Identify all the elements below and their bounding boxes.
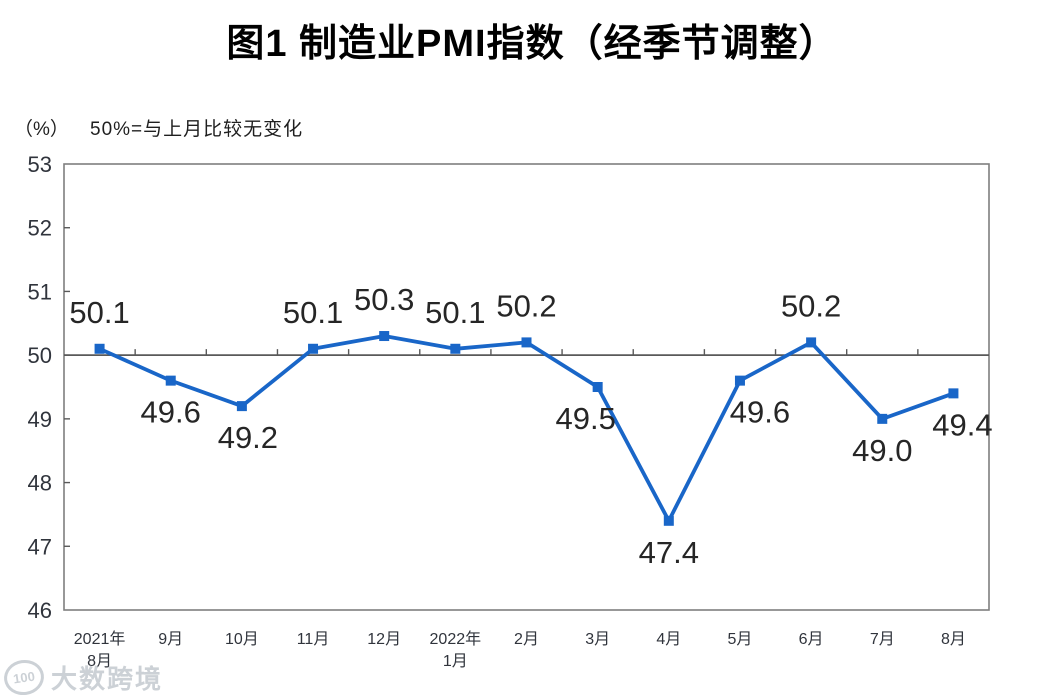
data-point-label: 49.6 xyxy=(730,395,790,430)
x-tick-label: 8月 xyxy=(941,631,966,648)
data-point-marker xyxy=(165,375,176,386)
y-tick-label: 49 xyxy=(28,407,52,432)
data-point-marker xyxy=(663,515,674,526)
data-point-label: 49.0 xyxy=(852,433,912,468)
y-tick-label: 51 xyxy=(28,279,52,304)
data-point-label: 49.2 xyxy=(218,420,278,455)
data-point-label: 50.2 xyxy=(496,288,556,323)
data-point-label: 50.2 xyxy=(781,288,841,323)
y-tick-label: 48 xyxy=(28,471,52,496)
data-point-label: 49.6 xyxy=(141,395,201,430)
watermark: 100 大数跨境 xyxy=(1,657,164,698)
data-point-label: 50.1 xyxy=(283,295,343,330)
x-tick-label: 5月 xyxy=(728,631,753,648)
x-tick-label: 10月 xyxy=(225,631,259,648)
chart-title: 图1 制造业PMI指数（经季节调整） xyxy=(226,23,838,65)
x-tick-label: 9月 xyxy=(158,631,183,648)
y-tick-label: 53 xyxy=(28,152,52,177)
data-point-marker xyxy=(379,331,390,342)
data-point-marker xyxy=(877,413,888,424)
data-point-marker xyxy=(450,343,461,354)
y-tick-label: 50 xyxy=(28,343,52,368)
y-tick-label: 46 xyxy=(28,598,52,623)
watermark-logo-icon: 100 xyxy=(1,657,47,698)
watermark-brand-text: 大数跨境 xyxy=(51,664,164,694)
y-axis-unit-label: （%） xyxy=(14,119,69,140)
data-point-marker xyxy=(521,337,532,348)
data-point-marker xyxy=(734,375,745,386)
plot-border xyxy=(63,163,990,611)
y-tick-label: 47 xyxy=(28,534,52,559)
data-point-marker xyxy=(806,337,817,348)
x-tick-label: 11月 xyxy=(297,631,330,648)
data-point-marker xyxy=(308,343,319,354)
data-point-label: 50.3 xyxy=(354,282,414,317)
x-tick-label: 7月 xyxy=(870,631,895,648)
data-point-label: 47.4 xyxy=(639,535,699,570)
data-point-label: 50.1 xyxy=(69,295,129,330)
x-tick-label: 2022年 1月 xyxy=(430,630,482,670)
reference-line-note: 50%=与上月比较无变化 xyxy=(90,119,304,140)
y-tick-label: 52 xyxy=(28,216,52,241)
x-tick-label: 12月 xyxy=(367,631,401,648)
data-point-label: 49.4 xyxy=(932,407,992,442)
x-tick-label: 3月 xyxy=(585,631,610,648)
x-tick-label: 6月 xyxy=(799,631,824,648)
x-tick-label: 2月 xyxy=(514,631,539,648)
data-point-label: 50.1 xyxy=(425,295,485,330)
x-tick-label: 4月 xyxy=(656,631,681,648)
x-tick-label: 2021年 8月 xyxy=(74,630,126,670)
data-point-label: 49.5 xyxy=(555,401,615,436)
data-point-marker xyxy=(236,401,247,412)
data-point-marker xyxy=(592,382,603,392)
data-point-marker xyxy=(948,388,959,399)
data-point-marker xyxy=(94,343,105,354)
